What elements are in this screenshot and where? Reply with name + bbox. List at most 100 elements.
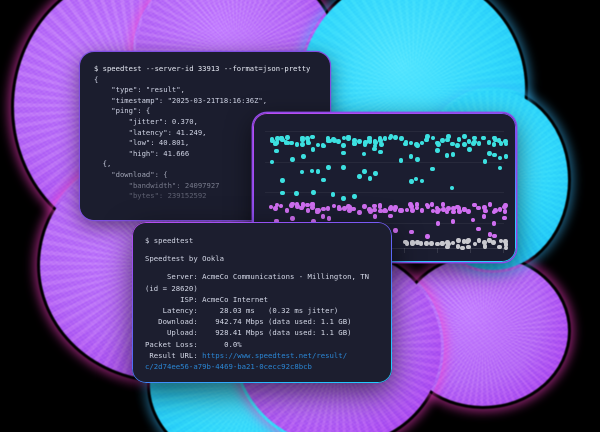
chart-data-point (425, 234, 430, 239)
chart-data-point (274, 202, 280, 208)
chart-gridline (265, 162, 504, 164)
chart-gridline (265, 130, 504, 132)
chart-data-point (492, 233, 497, 239)
chart-data-point (372, 143, 378, 149)
summary-row: Upload: 928.41 Mbps (data used: 1.1 GB) (145, 328, 352, 338)
chart-data-point (362, 203, 367, 209)
chart-data-point (372, 207, 377, 213)
chart-data-point (487, 232, 493, 237)
chart-data-point (403, 141, 408, 147)
chart-data-point (408, 202, 413, 207)
chart-data-point (466, 244, 471, 250)
chart-data-point (414, 240, 420, 246)
chart-data-point (472, 202, 477, 208)
chart-data-point (304, 202, 310, 208)
chart-data-point (325, 136, 331, 141)
chart-data-point (472, 241, 478, 247)
chart-data-point (398, 158, 404, 163)
chart-data-point (419, 208, 425, 213)
chart-data-point (356, 174, 362, 179)
result-url-link-part1[interactable]: https://www.speedtest.net/result/ (202, 350, 348, 360)
chart-data-point (341, 142, 346, 148)
chart-data-point (299, 169, 305, 175)
chart-data-point (326, 165, 331, 170)
chart-data-point (378, 138, 383, 143)
chart-data-point (446, 205, 451, 211)
chart-data-point (503, 245, 509, 251)
chart-data-point (502, 204, 507, 210)
chart-data-point (415, 143, 420, 149)
json-line: "high": 41.666 (94, 148, 190, 158)
chart-data-point (503, 139, 508, 144)
chart-data-point (326, 138, 332, 144)
chart-data-point (446, 134, 452, 140)
summary-output-terminal[interactable]: $ speedtest Speedtest by Ookla Server: A… (132, 222, 392, 383)
chart-data-point (388, 206, 393, 211)
chart-data-point (419, 178, 425, 184)
chart-data-point (424, 241, 429, 247)
chart-data-point (482, 244, 488, 249)
chart-data-point (424, 135, 430, 141)
chart-data-point (320, 214, 326, 219)
chart-data-point (280, 177, 285, 183)
chart-data-point (462, 134, 467, 140)
chart-data-point (460, 245, 465, 251)
chart-data-point (403, 139, 409, 145)
chart-data-point (475, 226, 481, 232)
chart-data-point (273, 141, 278, 147)
summary-command-line: $ speedtest (145, 236, 194, 245)
chart-data-point (491, 142, 497, 147)
chart-data-point (430, 135, 436, 141)
chart-data-point (336, 139, 341, 145)
chart-data-point (483, 208, 488, 214)
chart-data-point (315, 142, 321, 148)
dot-chart-body (253, 113, 516, 262)
chart-data-point (408, 140, 414, 146)
chart-data-point (294, 142, 300, 147)
chart-data-point (441, 206, 446, 212)
chart-data-point (283, 140, 289, 145)
chart-data-point (497, 207, 503, 212)
chart-data-point (430, 208, 436, 214)
chart-data-point (352, 193, 357, 199)
chart-data-point (410, 207, 415, 213)
chart-data-point (320, 143, 326, 149)
chart-data-point (310, 204, 315, 210)
chart-data-point (347, 208, 352, 213)
result-url-link-part2[interactable]: c/2d74ee56-a79b-4469-ba21-0cecc92c8bcb (145, 362, 312, 372)
chart-data-point (346, 204, 351, 209)
result-url-row: Result URL: https://www.speedtest.net/re… (145, 350, 379, 361)
chart-data-point (393, 228, 398, 233)
chart-data-point (481, 135, 486, 141)
chart-data-point (487, 202, 493, 207)
chart-data-point (444, 209, 450, 215)
chart-data-point (378, 208, 384, 214)
chart-data-point (424, 202, 430, 208)
chart-data-point (410, 240, 415, 245)
chart-data-point (466, 208, 471, 214)
json-line: "timestamp": "2025-03-21T18:16:36Z", (94, 95, 268, 105)
chart-data-point (305, 136, 310, 141)
summary-row: ISP: AcmeCo Internet (145, 294, 269, 304)
chart-data-point (341, 150, 346, 156)
chart-data-point (372, 203, 378, 209)
chart-data-point (377, 203, 383, 208)
chart-data-point (435, 221, 441, 226)
chart-data-point (413, 176, 419, 182)
chart-data-point (275, 135, 280, 141)
chart-data-point (461, 239, 467, 244)
chart-data-point (309, 202, 315, 207)
chart-data-point (476, 140, 482, 146)
chart-data-point (450, 218, 456, 224)
chart-data-point (288, 203, 294, 208)
chart-data-point (284, 207, 290, 213)
chart-x-tick (437, 248, 439, 254)
chart-data-point (372, 146, 377, 152)
chart-data-point (445, 137, 450, 143)
chart-data-point (502, 215, 507, 221)
chart-data-point (456, 209, 462, 214)
chart-data-point (415, 157, 420, 162)
chart-data-point (325, 205, 331, 211)
chart-data-point (278, 203, 284, 209)
chart-data-point (466, 138, 472, 144)
